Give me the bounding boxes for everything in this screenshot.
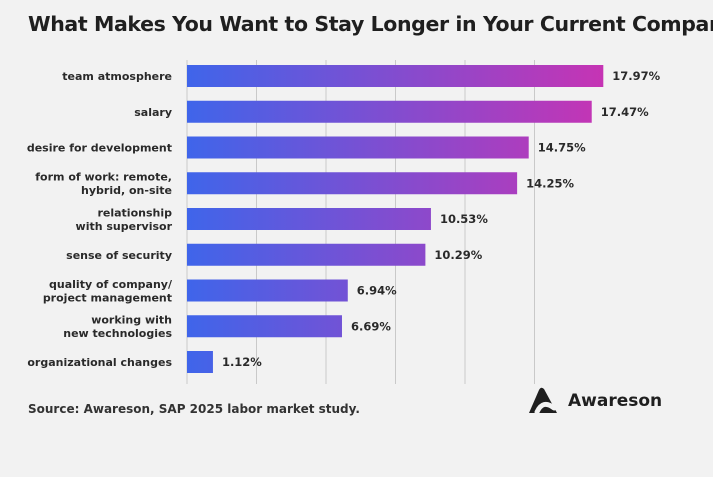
brand-name: Awareson xyxy=(568,391,663,411)
category-label: form of work: remote, hybrid, on-site xyxy=(35,171,172,198)
value-label: 6.69% xyxy=(351,319,391,333)
bar xyxy=(187,100,592,123)
category-label: sense of security xyxy=(66,249,172,262)
bar xyxy=(187,65,604,87)
bar xyxy=(187,351,213,373)
brand: Awareson xyxy=(526,386,662,416)
value-label: 10.53% xyxy=(440,212,488,226)
bars xyxy=(187,65,604,373)
value-labels: 17.97% 17.47% 14.75% 14.25% 10.53% 10.29% 6.94… xyxy=(222,69,661,369)
category-label: team atmosphere xyxy=(62,70,172,83)
bar xyxy=(187,136,529,159)
value-label: 14.25% xyxy=(526,176,574,190)
chart-title: What Makes You Want to Stay Longer in Yo… xyxy=(28,12,713,36)
category-label: relationship with supervisor xyxy=(76,206,173,233)
value-label: 14.75% xyxy=(538,141,586,155)
bar xyxy=(187,315,342,338)
category-label: working with new technologies xyxy=(63,314,172,341)
bar xyxy=(187,279,348,302)
awareson-logo-icon xyxy=(529,387,557,415)
value-label: 1.12% xyxy=(222,355,262,369)
category-label: quality of company/project management xyxy=(43,278,173,305)
source-note: Source: Awareson, SAP 2025 labor market … xyxy=(28,402,360,416)
category-labels: team atmosphere salary desire for developm… xyxy=(27,70,173,369)
bar xyxy=(187,208,431,230)
value-label: 17.97% xyxy=(612,69,660,83)
value-label: 6.94% xyxy=(357,284,397,298)
bar xyxy=(187,172,518,195)
value-label: 17.47% xyxy=(601,105,649,119)
category-label: salary xyxy=(134,106,172,119)
value-label: 10.29% xyxy=(434,248,482,262)
category-label: organizational changes xyxy=(27,356,172,369)
category-label: desire for development xyxy=(27,142,172,155)
bar xyxy=(187,243,426,266)
